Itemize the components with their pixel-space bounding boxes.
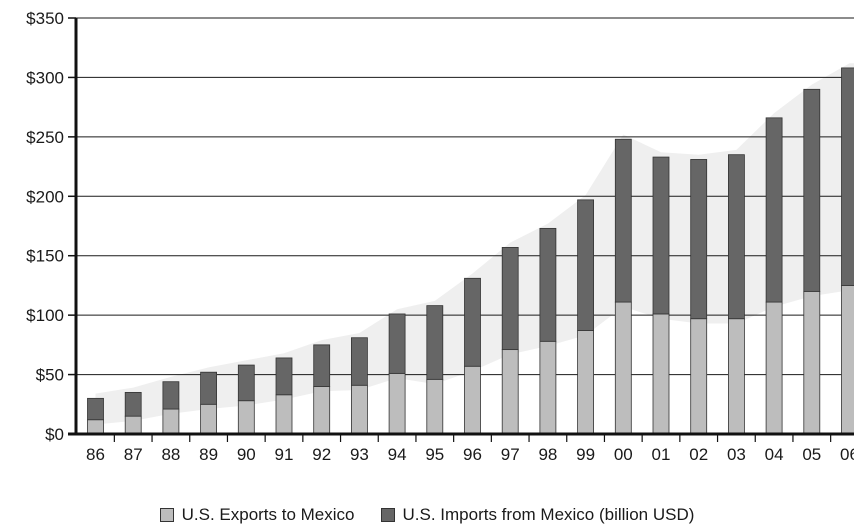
bar-imports-04 bbox=[765, 117, 783, 303]
x-tick-label-98: 98 bbox=[538, 445, 557, 464]
legend-label-imports: U.S. Imports from Mexico (billion USD) bbox=[402, 505, 695, 524]
legend: U.S. Exports to Mexico U.S. Imports from… bbox=[0, 505, 854, 525]
bar-imports-02 bbox=[690, 159, 708, 320]
y-tick-label-100: $100 bbox=[26, 306, 64, 325]
bar-exports-87 bbox=[124, 415, 142, 435]
bar-exports-00 bbox=[614, 301, 632, 435]
x-tick-label-95: 95 bbox=[425, 445, 444, 464]
bar-exports-91 bbox=[275, 394, 293, 435]
x-tick-label-89: 89 bbox=[199, 445, 218, 464]
bar-imports-92 bbox=[313, 344, 331, 387]
bar-exports-92 bbox=[313, 386, 331, 435]
trade-chart: $0 $50 $100 $150 $200 $250 $300 $350 86 87 88 89 90… bbox=[26, 9, 854, 464]
bar-exports-01 bbox=[652, 313, 670, 435]
legend-swatch-imports bbox=[380, 508, 395, 522]
trend-band bbox=[95, 63, 854, 425]
bar-imports-05 bbox=[803, 88, 821, 292]
y-tick-label-50: $50 bbox=[36, 366, 64, 385]
bar-imports-99 bbox=[577, 199, 594, 331]
bar-imports-88 bbox=[162, 381, 180, 410]
bar-imports-01 bbox=[652, 156, 670, 315]
bar-exports-86 bbox=[87, 419, 104, 435]
x-tick-label-90: 90 bbox=[237, 445, 256, 464]
gridlines bbox=[76, 17, 854, 376]
bar-exports-90 bbox=[237, 400, 255, 435]
axes bbox=[68, 17, 854, 442]
x-tick-label-05: 05 bbox=[802, 445, 821, 464]
x-tick-label-00: 00 bbox=[614, 445, 633, 464]
bar-exports-99 bbox=[577, 330, 594, 435]
x-tick-label-99: 99 bbox=[576, 445, 595, 464]
x-tick-label-88: 88 bbox=[161, 445, 180, 464]
x-tick-label-86: 86 bbox=[86, 445, 105, 464]
x-tick-label-03: 03 bbox=[727, 445, 746, 464]
bar-exports-95 bbox=[426, 378, 444, 435]
x-tick-label-02: 02 bbox=[689, 445, 708, 464]
x-tick-label-06: 06 bbox=[840, 445, 854, 464]
bar-exports-98 bbox=[539, 340, 557, 435]
y-tick-label-300: $300 bbox=[26, 68, 64, 87]
y-tick-label-0: $0 bbox=[45, 425, 64, 444]
x-tick-label-01: 01 bbox=[652, 445, 671, 464]
bar-exports-89 bbox=[200, 403, 218, 435]
y-tick-label-250: $250 bbox=[26, 128, 64, 147]
bar-imports-89 bbox=[200, 371, 218, 405]
bar-imports-00 bbox=[614, 138, 632, 303]
y-tick-labels: $0 $50 $100 $150 $200 $250 $300 $350 bbox=[26, 9, 64, 444]
trend-band-area bbox=[95, 63, 854, 425]
bar-exports-93 bbox=[350, 384, 368, 435]
bar-imports-95 bbox=[426, 305, 444, 380]
x-tick-label-91: 91 bbox=[275, 445, 294, 464]
bar-exports-04 bbox=[765, 301, 783, 435]
bar-imports-90 bbox=[237, 364, 255, 402]
bar-imports-86 bbox=[87, 397, 104, 421]
bar-exports-02 bbox=[690, 318, 708, 435]
bar-imports-91 bbox=[275, 357, 293, 396]
x-tick-label-97: 97 bbox=[501, 445, 520, 464]
legend-item-exports: U.S. Exports to Mexico bbox=[159, 505, 355, 525]
bar-imports-06 bbox=[841, 67, 854, 286]
bar-imports-98 bbox=[539, 227, 557, 342]
bar-imports-96 bbox=[464, 277, 481, 367]
bar-exports-96 bbox=[464, 365, 481, 435]
x-tick-label-87: 87 bbox=[124, 445, 143, 464]
x-tick-label-92: 92 bbox=[312, 445, 331, 464]
y-tick-label-350: $350 bbox=[26, 9, 64, 28]
x-tick-label-04: 04 bbox=[765, 445, 784, 464]
bars bbox=[87, 67, 854, 435]
bar-exports-88 bbox=[162, 408, 180, 435]
bar-imports-97 bbox=[501, 246, 519, 351]
bar-imports-93 bbox=[350, 337, 368, 386]
legend-swatch-exports bbox=[159, 508, 174, 522]
x-tick-label-94: 94 bbox=[388, 445, 407, 464]
bar-exports-03 bbox=[728, 318, 745, 435]
legend-item-imports: U.S. Imports from Mexico (billion USD) bbox=[380, 505, 695, 525]
y-tick-label-200: $200 bbox=[26, 187, 64, 206]
bar-imports-03 bbox=[728, 154, 745, 320]
bar-imports-87 bbox=[124, 391, 142, 417]
bar-exports-05 bbox=[803, 290, 821, 435]
x-tick-label-93: 93 bbox=[350, 445, 369, 464]
x-tick-labels: 86 87 88 89 90 91 92 93 94 95 96 97 98 99 00 01 02 03 04 05… bbox=[86, 445, 854, 464]
bar-exports-94 bbox=[388, 372, 406, 435]
x-tick-label-96: 96 bbox=[463, 445, 482, 464]
y-tick-label-150: $150 bbox=[26, 247, 64, 266]
bar-exports-97 bbox=[501, 349, 519, 435]
bar-exports-06 bbox=[841, 285, 854, 435]
bar-imports-94 bbox=[388, 313, 406, 374]
legend-label-exports: U.S. Exports to Mexico bbox=[181, 505, 355, 524]
